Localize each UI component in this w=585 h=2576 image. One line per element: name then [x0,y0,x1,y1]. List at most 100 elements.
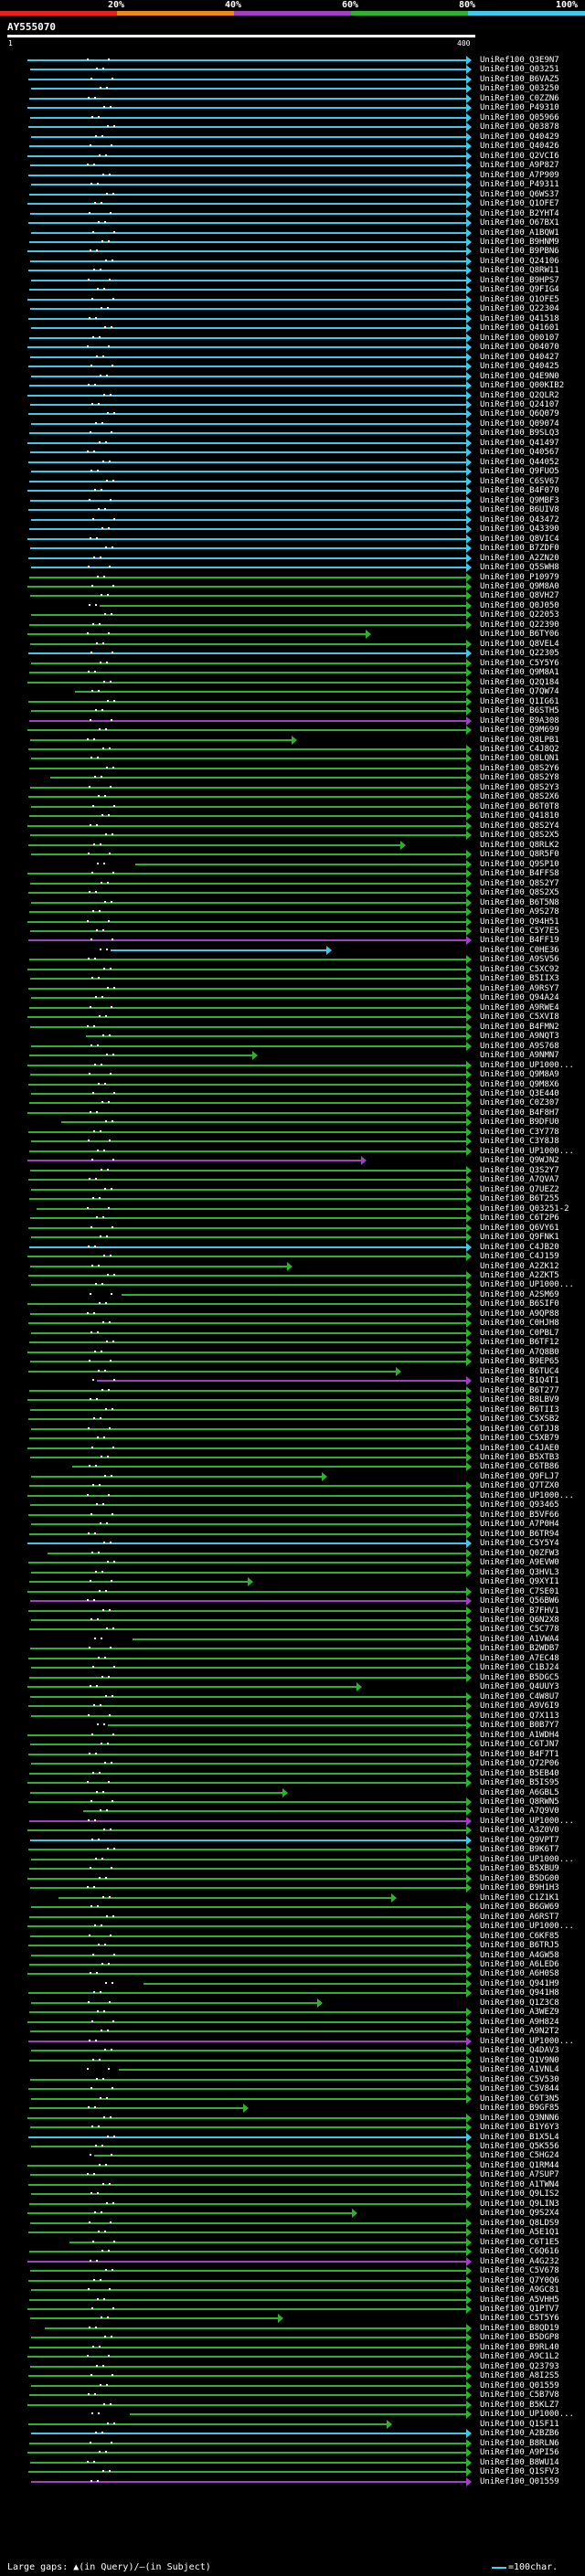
hit-name-link[interactable]: UniRef100_Q4DAV3 [480,2046,559,2056]
hit-row[interactable]: UniRef100_C0HJH8 [0,1318,585,1329]
hit-name-link[interactable]: UniRef100_B5XBU9 [480,1864,559,1874]
hit-name-link[interactable]: UniRef100_B8LBV9 [480,1395,559,1405]
hit-row[interactable]: UniRef100_Q8RLK2 [0,840,585,851]
hit-name-link[interactable]: UniRef100_C6T2P6 [480,1214,559,1224]
hit-name-link[interactable]: UniRef100_Q03878 [480,122,559,133]
hit-name-link[interactable]: UniRef100_Q7UEZ2 [480,1184,559,1194]
hit-name-link[interactable]: UniRef100_C1Z1K1 [480,1892,559,1903]
hit-name-link[interactable]: UniRef100_Q00KIB2 [480,381,565,391]
hit-name-link[interactable]: UniRef100_B6T277 [480,1385,559,1395]
hit-name-link[interactable]: UniRef100_Q41601 [480,323,559,334]
hit-row[interactable]: UniRef100_Q7X113 [0,1711,585,1722]
hit-name-link[interactable]: UniRef100_B4F8H7 [480,1108,559,1118]
hit-name-link[interactable]: UniRef100_Q8VH27 [480,591,559,601]
hit-row[interactable]: UniRef100_A6GBL5 [0,1787,585,1798]
hit-row[interactable]: UniRef100_Q01559 [0,2380,585,2391]
hit-row[interactable]: UniRef100_A7QVA7 [0,1174,585,1185]
hit-row[interactable]: UniRef100_B6UIV8 [0,504,585,515]
hit-row[interactable]: UniRef100_Q4UUY3 [0,1681,585,1692]
hit-row[interactable]: UniRef100_B6T277 [0,1385,585,1396]
hit-row[interactable]: UniRef100_B7FHV1 [0,1606,585,1617]
hit-name-link[interactable]: UniRef100_C5T5Y6 [480,2314,559,2324]
hit-row[interactable]: UniRef100_C1BJ24 [0,1662,585,1673]
hit-name-link[interactable]: UniRef100_Q9S2X4 [480,2209,559,2219]
hit-name-link[interactable]: UniRef100_C5Y7E5 [480,926,559,936]
hit-name-link[interactable]: UniRef100_A7QVA7 [480,1175,559,1185]
hit-name-link[interactable]: UniRef100_A2ZKT5 [480,1271,559,1280]
hit-name-link[interactable]: UniRef100_Q8RLK2 [480,840,559,850]
hit-row[interactable]: UniRef100_C3Y778 [0,1127,585,1138]
hit-name-link[interactable]: UniRef100_Q40426 [480,142,559,152]
hit-row[interactable]: UniRef100_Q1IG61 [0,696,585,707]
hit-row[interactable]: UniRef100_Q6WS37 [0,189,585,200]
hit-name-link[interactable]: UniRef100_C6KF85 [480,1931,559,1941]
hit-name-link[interactable]: UniRef100_Q7TZX0 [480,1481,559,1491]
hit-row[interactable]: UniRef100_C6Q616 [0,2246,585,2257]
hit-name-link[interactable]: UniRef100_Q9MBF3 [480,495,559,505]
hit-row[interactable]: UniRef100_Q9S2X4 [0,2208,585,2219]
hit-name-link[interactable]: UniRef100_C1BJ24 [480,1663,559,1673]
hit-name-link[interactable]: UniRef100_C0Z307 [480,1098,559,1108]
hit-row[interactable]: UniRef100_Q4DAV3 [0,2045,585,2056]
hit-name-link[interactable]: UniRef100_Q1Z3C8 [480,1998,559,2008]
hit-row[interactable]: UniRef100_Q2QLR2 [0,390,585,401]
hit-row[interactable]: UniRef100_Q8LDS9 [0,2218,585,2229]
hit-name-link[interactable]: UniRef100_Q8S2X5 [480,831,559,841]
hit-name-link[interactable]: UniRef100_C5V530 [480,2074,559,2084]
hit-row[interactable]: UniRef100_A2ZK12 [0,1261,585,1272]
hit-name-link[interactable]: UniRef100_Q0ZFW3 [480,1548,559,1558]
hit-name-link[interactable]: UniRef100_A6RST7 [480,1912,559,1922]
hit-row[interactable]: UniRef100_A9V6I9 [0,1701,585,1712]
hit-row[interactable]: UniRef100_Q8S2Y8 [0,772,585,783]
hit-row[interactable]: UniRef100_C4JB20 [0,1242,585,1253]
hit-row[interactable]: UniRef100_C5XC92 [0,964,585,975]
hit-name-link[interactable]: UniRef100_B6TY06 [480,630,559,640]
hit-row[interactable]: UniRef100_B6TRJ5 [0,1940,585,1951]
hit-name-link[interactable]: UniRef100_A7P0H4 [480,1520,559,1530]
hit-name-link[interactable]: UniRef100_UP1000... [480,1060,574,1070]
hit-name-link[interactable]: UniRef100_B1Y6Y3 [480,2123,559,2133]
hit-name-link[interactable]: UniRef100_Q6VY61 [480,1223,559,1233]
hit-name-link[interactable]: UniRef100_Q4UUY3 [480,1682,559,1692]
hit-name-link[interactable]: UniRef100_C6TB86 [480,1462,559,1472]
hit-name-link[interactable]: UniRef100_Q8S2Y6 [480,763,559,773]
hit-name-link[interactable]: UniRef100_Q03251-2 [480,1203,569,1214]
hit-name-link[interactable]: UniRef100_Q941H8 [480,1988,559,1998]
hit-name-link[interactable]: UniRef100_Q03251 [480,65,559,75]
hit-name-link[interactable]: UniRef100_A9N2T2 [480,2027,559,2037]
hit-row[interactable]: UniRef100_Q40429 [0,132,585,143]
hit-row[interactable]: UniRef100_Q9FUO5 [0,466,585,477]
hit-row[interactable]: UniRef100_Q40567 [0,447,585,458]
hit-name-link[interactable]: UniRef100_Q09074 [480,419,559,429]
hit-row[interactable]: UniRef100_Q9SP10 [0,859,585,870]
hit-row[interactable]: UniRef100_UP1000... [0,1854,585,1865]
hit-row[interactable]: UniRef100_Q93465 [0,1500,585,1511]
hit-name-link[interactable]: UniRef100_B8WU14 [480,2457,559,2467]
hit-row[interactable]: UniRef100_B9GF85 [0,2103,585,2114]
hit-row[interactable]: UniRef100_B7ZDF0 [0,543,585,554]
hit-row[interactable]: UniRef100_UP1000... [0,1816,585,1827]
hit-row[interactable]: UniRef100_A7Q8B0 [0,1347,585,1358]
hit-row[interactable]: UniRef100_A9SV56 [0,954,585,965]
hit-name-link[interactable]: UniRef100_B1X5L4 [480,2132,559,2142]
hit-name-link[interactable]: UniRef100_Q1V9N0 [480,2055,559,2065]
hit-row[interactable]: UniRef100_Q1SF11 [0,2419,585,2430]
hit-row[interactable]: UniRef100_B5KLZ7 [0,2400,585,2411]
hit-name-link[interactable]: UniRef100_B1Q4T1 [480,1376,559,1386]
hit-row[interactable]: UniRef100_Q41497 [0,438,585,449]
hit-row[interactable]: UniRef100_Q7TZX0 [0,1480,585,1491]
hit-name-link[interactable]: UniRef100_UP1000... [480,1816,574,1826]
hit-row[interactable]: UniRef100_A7P909 [0,170,585,181]
hit-name-link[interactable]: UniRef100_B6T5N8 [480,897,559,907]
hit-name-link[interactable]: UniRef100_A9SV56 [480,955,559,965]
hit-name-link[interactable]: UniRef100_B6GW69 [480,1903,559,1913]
hit-row[interactable]: UniRef100_B2YHT4 [0,208,585,219]
hit-row[interactable]: UniRef100_Q1RM44 [0,2160,585,2171]
hit-row[interactable]: UniRef100_A9NQT3 [0,1031,585,1042]
hit-name-link[interactable]: UniRef100_A1WDH4 [480,1730,559,1740]
hit-name-link[interactable]: UniRef100_Q3E9N7 [480,56,559,65]
hit-name-link[interactable]: UniRef100_A9PI56 [480,2448,559,2458]
hit-row[interactable]: UniRef100_A6RST7 [0,1912,585,1923]
hit-row[interactable]: UniRef100_B4FMN2 [0,1022,585,1033]
hit-row[interactable]: UniRef100_Q00107 [0,333,585,344]
